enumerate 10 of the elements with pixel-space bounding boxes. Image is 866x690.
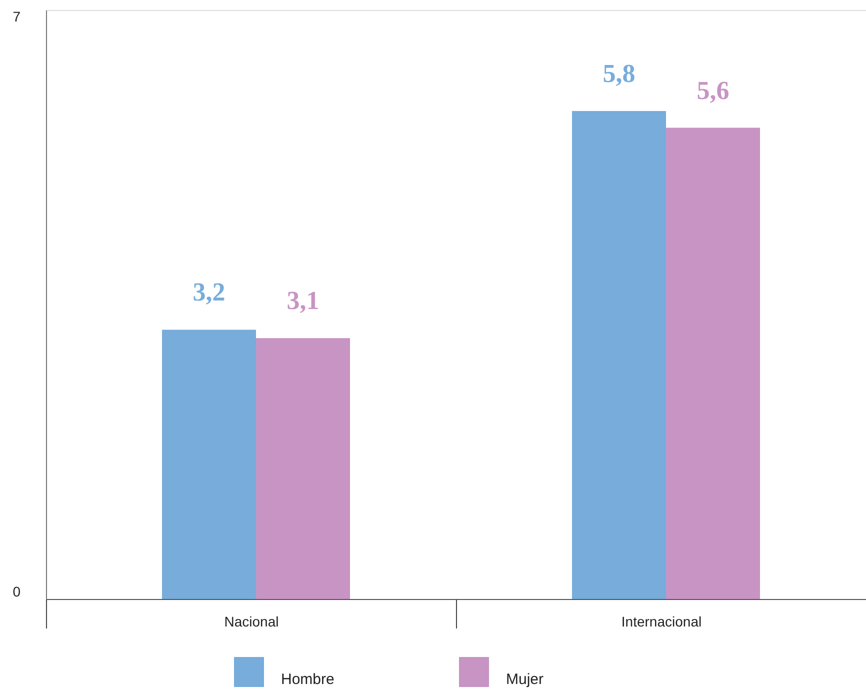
data-label: 5,6: [696, 76, 730, 105]
x-tick-label: Internacional: [621, 614, 702, 630]
legend-label: Mujer: [506, 671, 544, 688]
data-label: 3,2: [192, 278, 226, 307]
legend-label: Hombre: [281, 671, 334, 688]
y-tick-label: 0: [12, 584, 21, 600]
data-label: 3,1: [286, 286, 320, 316]
y-tick-label: 7: [12, 8, 21, 24]
data-label: 5,8: [602, 58, 636, 88]
x-tick-label: Nacional: [224, 614, 279, 630]
